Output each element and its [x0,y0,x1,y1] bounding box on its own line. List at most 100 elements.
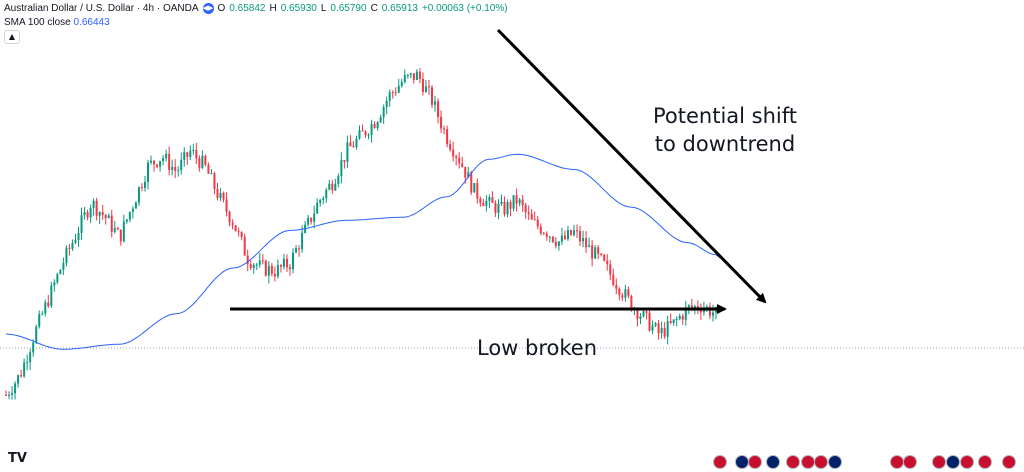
candle-body [32,342,35,353]
shift-annotation-line2: to downtrend [654,132,796,156]
candle-body [424,86,427,93]
candle-body [403,75,406,83]
candle-body [506,202,509,215]
candle-body [26,362,29,364]
candle-body [446,129,449,145]
candle-body [500,201,503,204]
candle-body [29,352,32,363]
flag-icon[interactable] [890,455,904,469]
candle-body [648,312,651,331]
symbol-legend[interactable]: Australian Dollar / U.S. Dollar · 4h · O… [4,3,508,14]
candle-body [452,149,455,157]
candle-body [630,295,633,311]
candle-body [153,160,156,165]
candle-body [44,302,47,314]
sma-100-line [5,153,721,350]
candle-body [56,274,59,283]
candle-body [140,187,143,189]
candle-body [234,225,237,232]
candle-body [660,328,663,334]
open-label: O [217,3,226,14]
candle-body [606,260,609,265]
candle-body [86,212,89,218]
candle-body [192,150,195,152]
candle-body [331,183,334,191]
candle-body [621,295,624,298]
close-value: 0.65913 [381,3,418,14]
flag-icon[interactable] [960,455,974,469]
flag-icon[interactable] [946,455,960,469]
candle-body [150,160,153,163]
candle-body [666,321,669,337]
candle-body [376,122,379,129]
candle-body [594,247,597,259]
candle-body [165,153,168,159]
candle-body [488,196,491,201]
candle-body [554,241,557,246]
flag-icon[interactable] [748,455,762,469]
candle-body [125,219,128,222]
candle-body [134,202,137,209]
flag-icon[interactable] [903,455,917,469]
candle-body [473,183,476,193]
flag-icon[interactable] [828,455,842,469]
candle-body [183,152,186,160]
candle-body [579,231,582,242]
collapse-legend-button[interactable]: ▲ [4,30,20,44]
flag-icon[interactable] [1002,455,1016,469]
candle-body [518,199,521,204]
flag-icon[interactable] [932,455,946,469]
candle-body [41,313,44,315]
candle-body [80,215,83,233]
flag-icon[interactable] [814,455,828,469]
sma-legend[interactable]: SMA 100 close 0.66443 [4,17,110,28]
candle-body [539,226,542,234]
candle-body [515,195,518,204]
candle-body [289,267,291,270]
candle-body [216,188,219,199]
candle-body [624,289,627,298]
candle-body [131,208,134,213]
flag-icon[interactable] [766,455,780,469]
candle-body [282,258,285,267]
candle-body [512,195,515,209]
candle-body [509,202,512,209]
flag-icon[interactable] [978,455,992,469]
sma-label: SMA 100 close [4,17,71,28]
candle-body [530,213,533,220]
candle-body [89,207,92,218]
candle-body [642,311,645,317]
candle-body [669,321,672,323]
candle-body [588,245,591,248]
flag-icon[interactable] [713,455,727,469]
candle-body [325,189,328,199]
candle-body [252,264,255,268]
candle-body [246,255,249,265]
candle-body [497,203,500,213]
candle-body [379,117,382,123]
candle-body [231,222,234,226]
candle-body [352,146,355,148]
candle-body [162,158,165,161]
candle-body [603,254,606,261]
candle-body [582,238,585,242]
candle-body [83,212,86,216]
tradingview-logo[interactable]: TV [8,451,27,466]
candle-body [434,101,437,105]
candle-body [557,241,560,246]
flag-icon[interactable] [801,455,815,469]
sma-value: 0.66443 [73,17,110,28]
candle-body [68,247,71,249]
candle-body [38,314,41,327]
link-icon[interactable]: ◀▶ [202,3,214,14]
candle-body [654,323,657,326]
candle-body [373,124,376,129]
candle-body [612,274,615,286]
flag-icon[interactable] [786,455,800,469]
candle-body [195,150,198,159]
candle-body [116,228,119,230]
candle-body [491,196,494,203]
candle-body [687,305,690,308]
flag-icon[interactable] [735,455,749,469]
